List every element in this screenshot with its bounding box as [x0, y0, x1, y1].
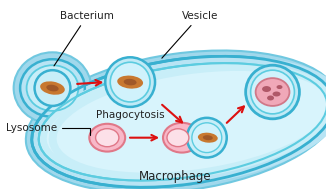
- Ellipse shape: [117, 76, 143, 89]
- Ellipse shape: [20, 59, 85, 117]
- Ellipse shape: [262, 86, 271, 92]
- Ellipse shape: [272, 92, 281, 97]
- Circle shape: [192, 123, 222, 153]
- Ellipse shape: [14, 52, 91, 124]
- Circle shape: [105, 57, 155, 107]
- Ellipse shape: [57, 71, 327, 173]
- Ellipse shape: [95, 129, 119, 147]
- Ellipse shape: [26, 65, 78, 111]
- Ellipse shape: [89, 124, 125, 152]
- Ellipse shape: [124, 79, 137, 85]
- Text: Macrophage: Macrophage: [139, 170, 211, 183]
- Ellipse shape: [32, 56, 327, 187]
- Ellipse shape: [26, 51, 327, 190]
- Ellipse shape: [203, 135, 213, 140]
- Ellipse shape: [39, 63, 327, 180]
- Ellipse shape: [42, 56, 327, 187]
- Ellipse shape: [267, 96, 274, 101]
- Ellipse shape: [49, 63, 327, 180]
- Text: Bacterium: Bacterium: [54, 11, 114, 66]
- Ellipse shape: [46, 85, 59, 91]
- Ellipse shape: [256, 78, 289, 106]
- Circle shape: [246, 65, 300, 119]
- Circle shape: [35, 70, 70, 106]
- Ellipse shape: [167, 129, 189, 147]
- Text: Lysosome: Lysosome: [6, 123, 90, 135]
- Ellipse shape: [33, 71, 72, 105]
- Ellipse shape: [40, 81, 65, 95]
- Text: Vesicle: Vesicle: [162, 11, 218, 58]
- Ellipse shape: [47, 71, 319, 173]
- Circle shape: [250, 70, 294, 114]
- Ellipse shape: [198, 133, 218, 143]
- Text: Phagocytosis: Phagocytosis: [96, 110, 164, 120]
- Circle shape: [110, 62, 150, 102]
- Circle shape: [187, 118, 227, 158]
- Ellipse shape: [163, 123, 201, 153]
- Ellipse shape: [277, 85, 283, 89]
